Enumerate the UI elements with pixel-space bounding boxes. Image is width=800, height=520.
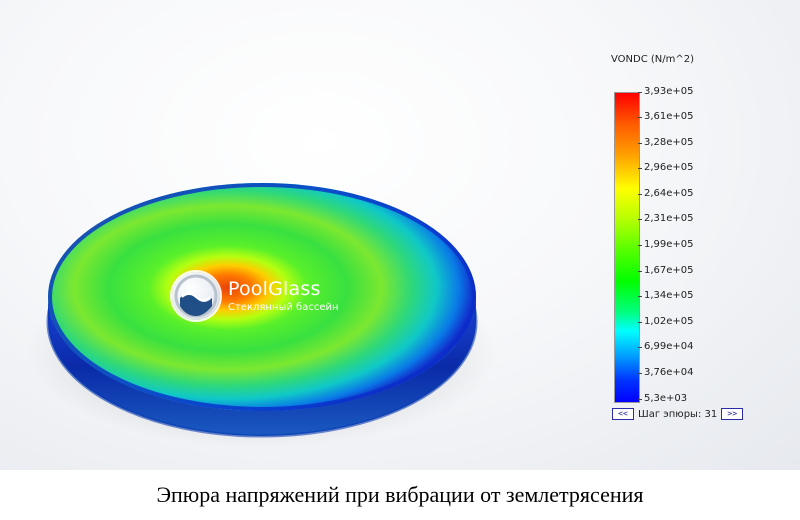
next-step-button[interactable]: >>	[721, 408, 744, 420]
legend-tick: 1,34e+05	[638, 290, 694, 301]
legend-tick: 1,99e+05	[638, 239, 694, 250]
legend-tick: 2,96e+05	[638, 162, 694, 173]
disc-top-face	[48, 183, 476, 411]
legend-tick: 1,67e+05	[638, 265, 694, 276]
plot-step-control: << Шаг эпюры: 31 >>	[612, 407, 744, 421]
poolglass-logo: PoolGlass Стеклянный бассейн	[172, 272, 339, 320]
legend-tick: 5,3e+03	[637, 393, 688, 404]
previous-step-button[interactable]: <<	[612, 408, 634, 420]
legend-tick: 3,61e+05	[638, 111, 694, 122]
step-label: Шаг эпюры: 31	[638, 408, 718, 420]
legend-title: VONDC (N/m^2)	[611, 54, 695, 65]
logo-subtitle: Стеклянный бассейн	[228, 301, 339, 313]
stress-plot-disc	[26, 183, 498, 448]
figure-caption: Эпюра напряжений при вибрации от землетр…	[156, 482, 644, 507]
legend-tick: 2,64e+05	[638, 188, 694, 199]
legend-tick: 1,02e+05	[638, 316, 694, 327]
legend-tick: 2,31e+05	[638, 213, 694, 224]
legend-tick: 6,99e+04	[638, 341, 694, 352]
color-scale-bar	[614, 92, 640, 403]
disc-edge	[48, 297, 476, 436]
legend-tick: 3,93e+05	[638, 86, 694, 97]
legend-tick: 3,76e+04	[638, 367, 694, 378]
legend-tick: 3,28e+05	[638, 137, 694, 148]
porthole-logo-icon	[172, 272, 220, 320]
graphics-viewport[interactable]: PoolGlass Стеклянный бассейн VONDC (N/m^…	[0, 0, 800, 470]
logo-name: PoolGlass	[228, 277, 321, 300]
disc-rim	[48, 183, 476, 411]
